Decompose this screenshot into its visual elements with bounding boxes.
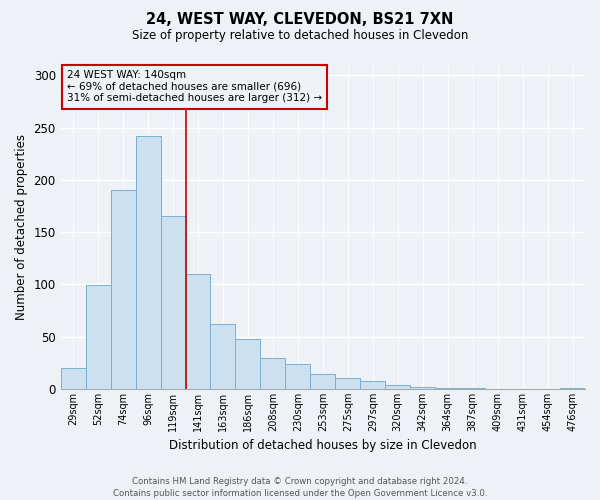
Text: Contains HM Land Registry data © Crown copyright and database right 2024.
Contai: Contains HM Land Registry data © Crown c… <box>113 476 487 498</box>
Y-axis label: Number of detached properties: Number of detached properties <box>15 134 28 320</box>
Bar <box>110 190 136 389</box>
Bar <box>286 364 310 389</box>
Bar <box>335 378 360 389</box>
Text: 24, WEST WAY, CLEVEDON, BS21 7XN: 24, WEST WAY, CLEVEDON, BS21 7XN <box>146 12 454 28</box>
Bar <box>86 286 110 389</box>
Bar <box>410 387 435 389</box>
Bar <box>260 358 286 389</box>
Bar <box>460 388 485 389</box>
Bar <box>560 388 585 389</box>
Bar <box>385 384 410 389</box>
Bar <box>360 380 385 389</box>
Bar <box>136 136 161 389</box>
Bar <box>61 368 86 389</box>
Text: Size of property relative to detached houses in Clevedon: Size of property relative to detached ho… <box>132 29 468 42</box>
Bar <box>185 274 211 389</box>
Bar <box>435 388 460 389</box>
Text: 24 WEST WAY: 140sqm
← 69% of detached houses are smaller (696)
31% of semi-detac: 24 WEST WAY: 140sqm ← 69% of detached ho… <box>67 70 322 103</box>
X-axis label: Distribution of detached houses by size in Clevedon: Distribution of detached houses by size … <box>169 440 476 452</box>
Bar <box>211 324 235 389</box>
Bar <box>310 374 335 389</box>
Bar <box>161 216 185 389</box>
Bar <box>235 338 260 389</box>
